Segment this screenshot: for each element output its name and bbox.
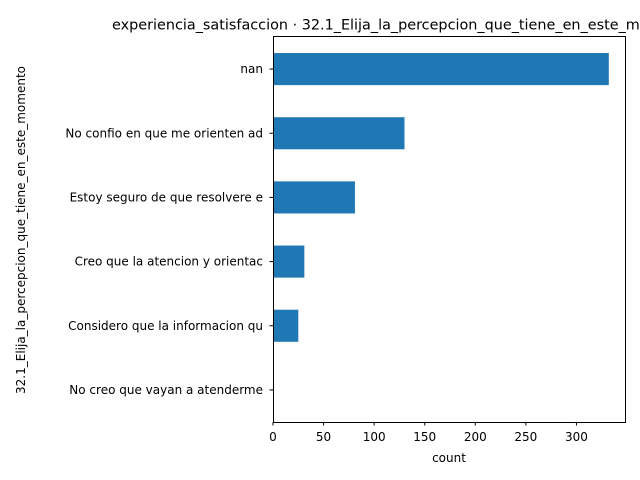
y-axis-ticks: nan No confio en que me orienten ad Estoy …	[65, 62, 273, 397]
y-tick-label: Considero que la informacion qu	[68, 319, 263, 333]
y-tick-label: nan	[240, 62, 263, 76]
chart-title: experiencia_satisfaccion · 32.1_Elija_la…	[112, 18, 640, 34]
y-tick-label: No creo que vayan a atenderme	[69, 383, 263, 397]
bar	[273, 309, 299, 342]
plot-frame	[273, 36, 626, 423]
y-axis-label: 32.1_Elija_la_percepcion_que_tiene_en_es…	[14, 66, 28, 394]
x-tick-label: 250	[514, 430, 537, 444]
x-tick-label: 100	[363, 430, 386, 444]
bar	[273, 245, 305, 278]
x-tick-label: 200	[464, 430, 487, 444]
x-axis-label: count	[432, 451, 466, 465]
x-tick-label: 150	[413, 430, 436, 444]
bar	[273, 53, 609, 86]
y-tick-label: Creo que la atencion y orientac	[75, 255, 263, 269]
bar	[273, 117, 405, 150]
y-tick-label: Estoy seguro de que resolvere e	[70, 190, 263, 204]
x-tick-label: 300	[565, 430, 588, 444]
bar	[273, 181, 355, 214]
bars-group	[273, 53, 609, 342]
y-tick-label: No confio en que me orienten ad	[65, 126, 263, 140]
x-axis-ticks: 0 50 100 150 200 250 300	[269, 422, 588, 444]
x-tick-label: 0	[269, 430, 277, 444]
x-tick-label: 50	[316, 430, 331, 444]
